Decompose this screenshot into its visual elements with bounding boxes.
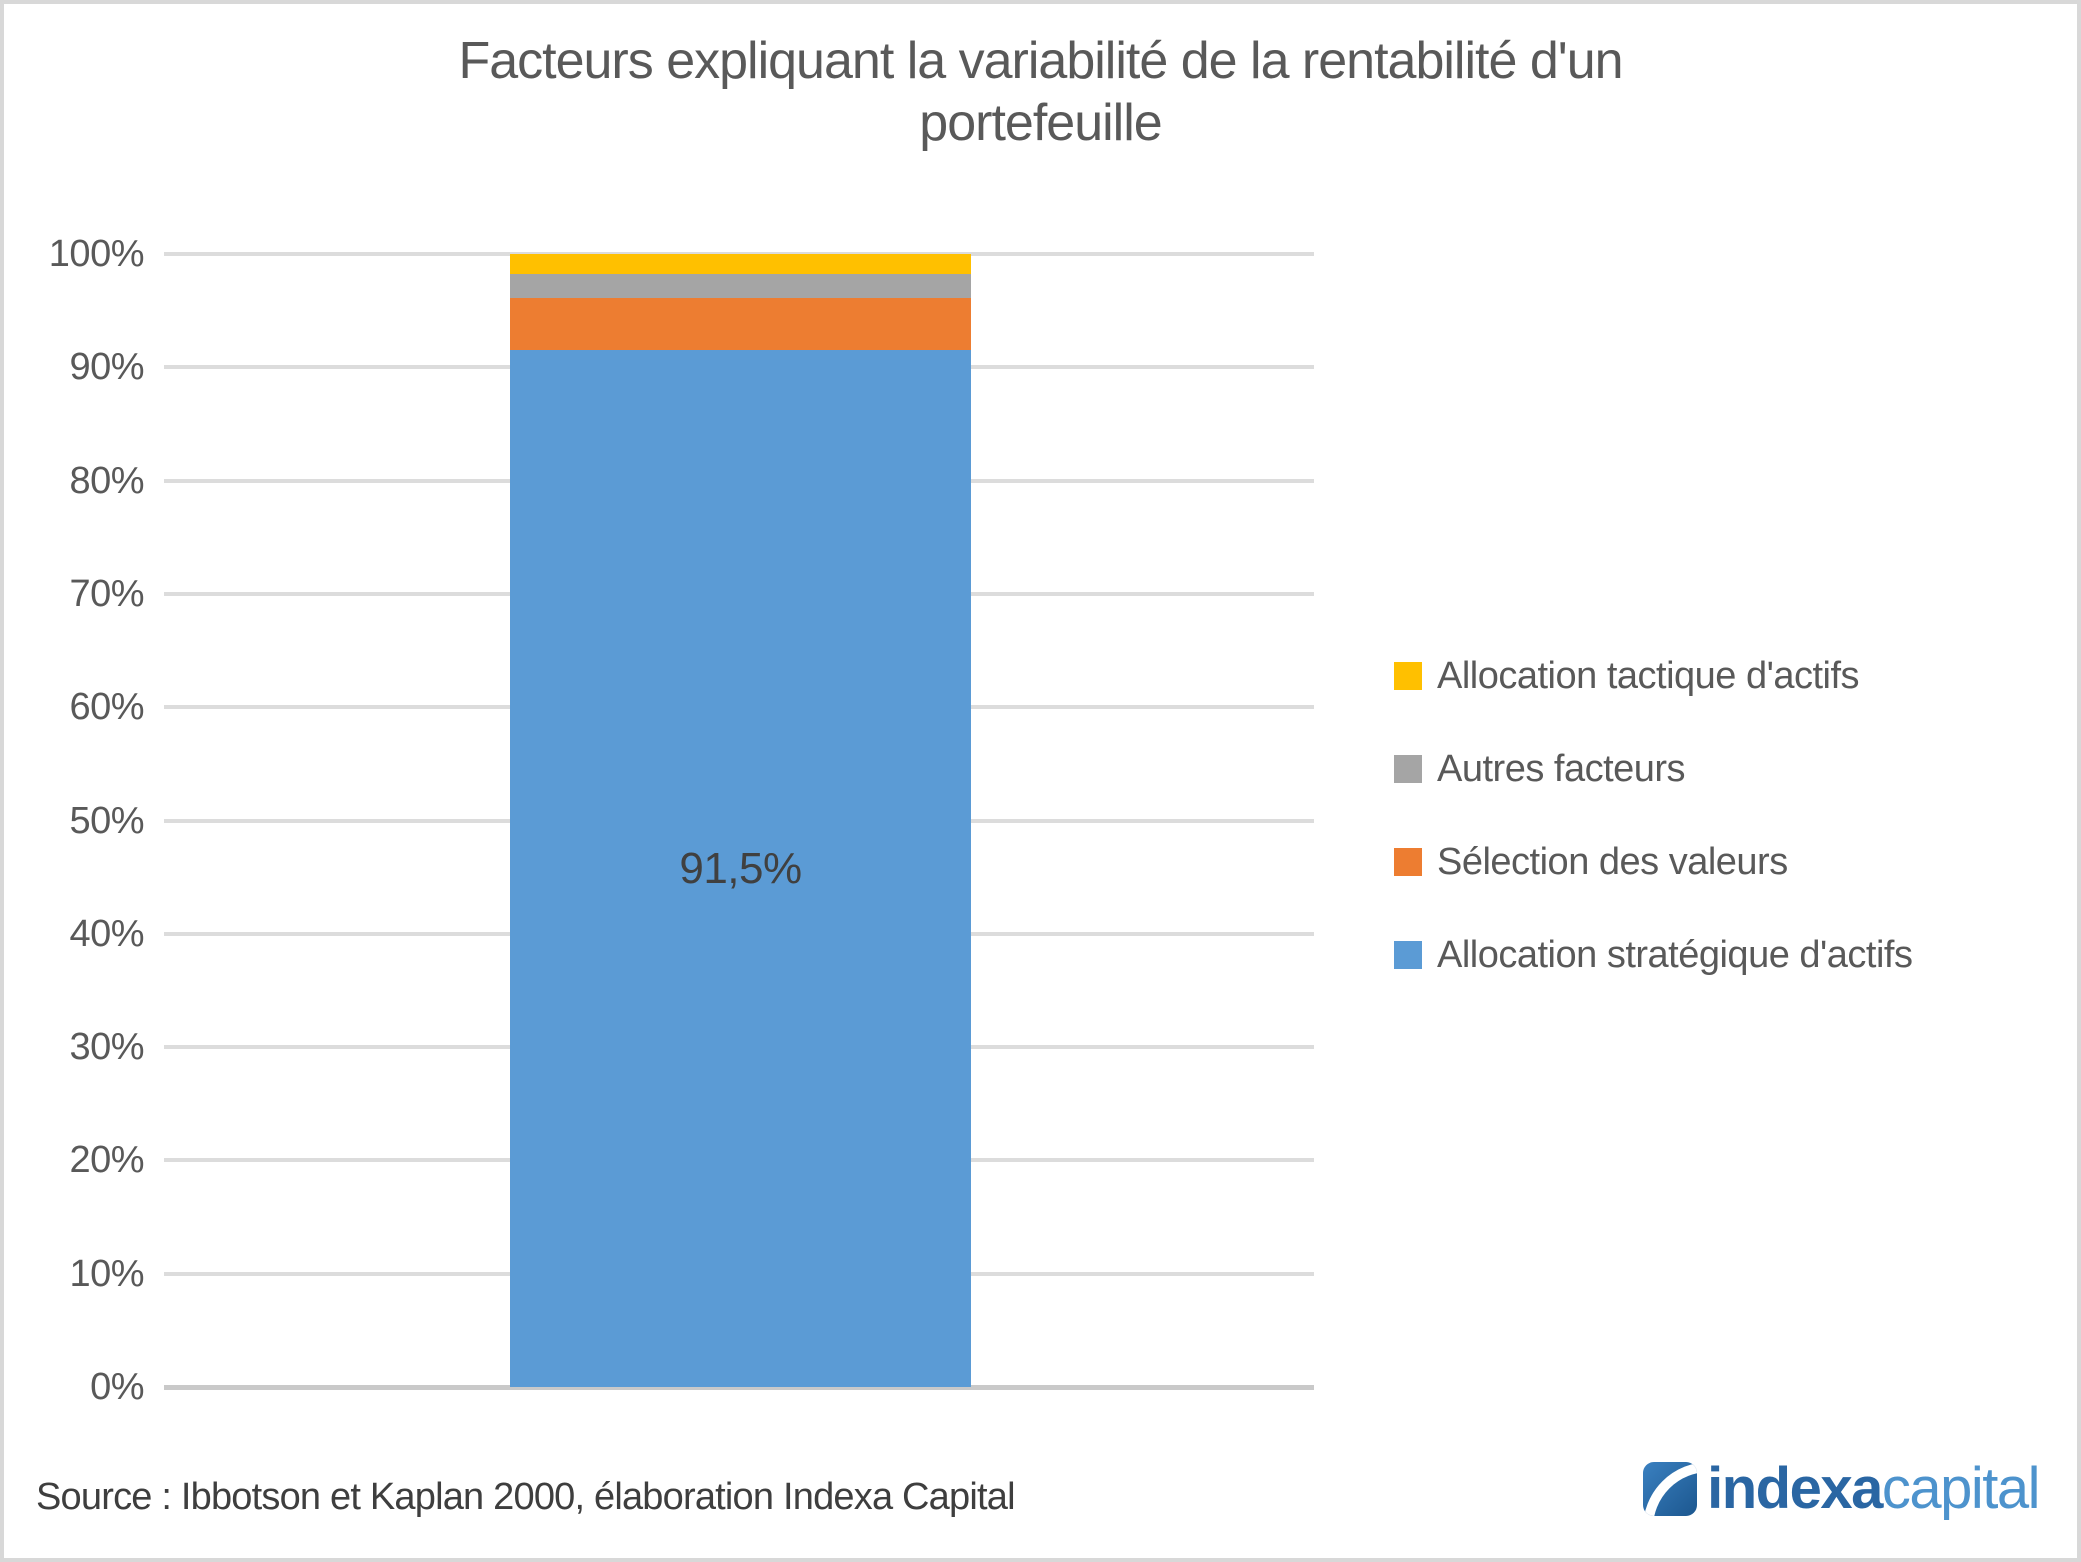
bar-segment-selection-valeurs	[510, 298, 971, 351]
chart-title-line2: portefeuille	[919, 94, 1162, 152]
y-axis-tick-label: 20%	[69, 1139, 144, 1181]
bar-value-label: 91,5%	[679, 843, 802, 893]
legend-item-allocation-tactique: Allocation tactique d'actifs	[1394, 654, 1912, 698]
brand-logo: indexacapital	[1643, 1460, 2041, 1518]
y-axis-tick-label: 40%	[69, 913, 144, 955]
logo-swoosh-icon	[1643, 1462, 1698, 1516]
stacked-bar: 91,5%	[510, 254, 971, 1387]
legend-swatch-icon	[1394, 662, 1422, 690]
y-axis-tick-label: 80%	[69, 460, 144, 502]
y-axis-tick-label: 100%	[48, 233, 145, 275]
y-axis-tick-label: 30%	[69, 1026, 144, 1068]
legend-swatch-icon	[1394, 941, 1422, 969]
legend-item-selection-valeurs: Sélection des valeurs	[1394, 840, 1912, 884]
legend: Allocation tactique d'actifs Autres facte…	[1394, 654, 1913, 1026]
y-axis-tick-label: 90%	[69, 346, 144, 388]
y-axis-tick-label: 10%	[69, 1253, 144, 1295]
legend-swatch-icon	[1394, 848, 1422, 876]
bar-segment-allocation-strategique: 91,5%	[510, 350, 971, 1387]
legend-label: Allocation tactique d'actifs	[1437, 654, 1860, 697]
bar-segment-allocation-tactique	[510, 254, 971, 275]
bar-segment-autres-facteurs	[510, 274, 971, 299]
y-axis-tick-label: 50%	[69, 800, 144, 842]
legend-label: Allocation stratégique d'actifs	[1437, 933, 1913, 976]
legend-item-allocation-strategique: Allocation stratégique d'actifs	[1394, 933, 1913, 977]
legend-label: Autres facteurs	[1437, 747, 1686, 790]
logo-text-bold: indexa	[1707, 1456, 1883, 1521]
y-axis-tick-label: 70%	[69, 573, 144, 615]
gridline	[164, 1385, 1314, 1390]
source-note: Source : Ibbotson et Kaplan 2000, élabor…	[36, 1476, 1016, 1518]
y-axis-tick-label: 0%	[90, 1366, 144, 1408]
legend-label: Sélection des valeurs	[1437, 840, 1788, 883]
legend-swatch-icon	[1394, 755, 1422, 783]
y-axis-tick-label: 60%	[69, 686, 144, 728]
chart-title-line1: Facteurs expliquant la variabilité de la…	[458, 32, 1623, 90]
legend-item-autres-facteurs: Autres facteurs	[1394, 747, 1912, 791]
logo-text: indexacapital	[1707, 1460, 2040, 1518]
chart-title: Facteurs expliquant la variabilité de la…	[4, 30, 2077, 154]
logo-text-light: capital	[1881, 1456, 2041, 1521]
